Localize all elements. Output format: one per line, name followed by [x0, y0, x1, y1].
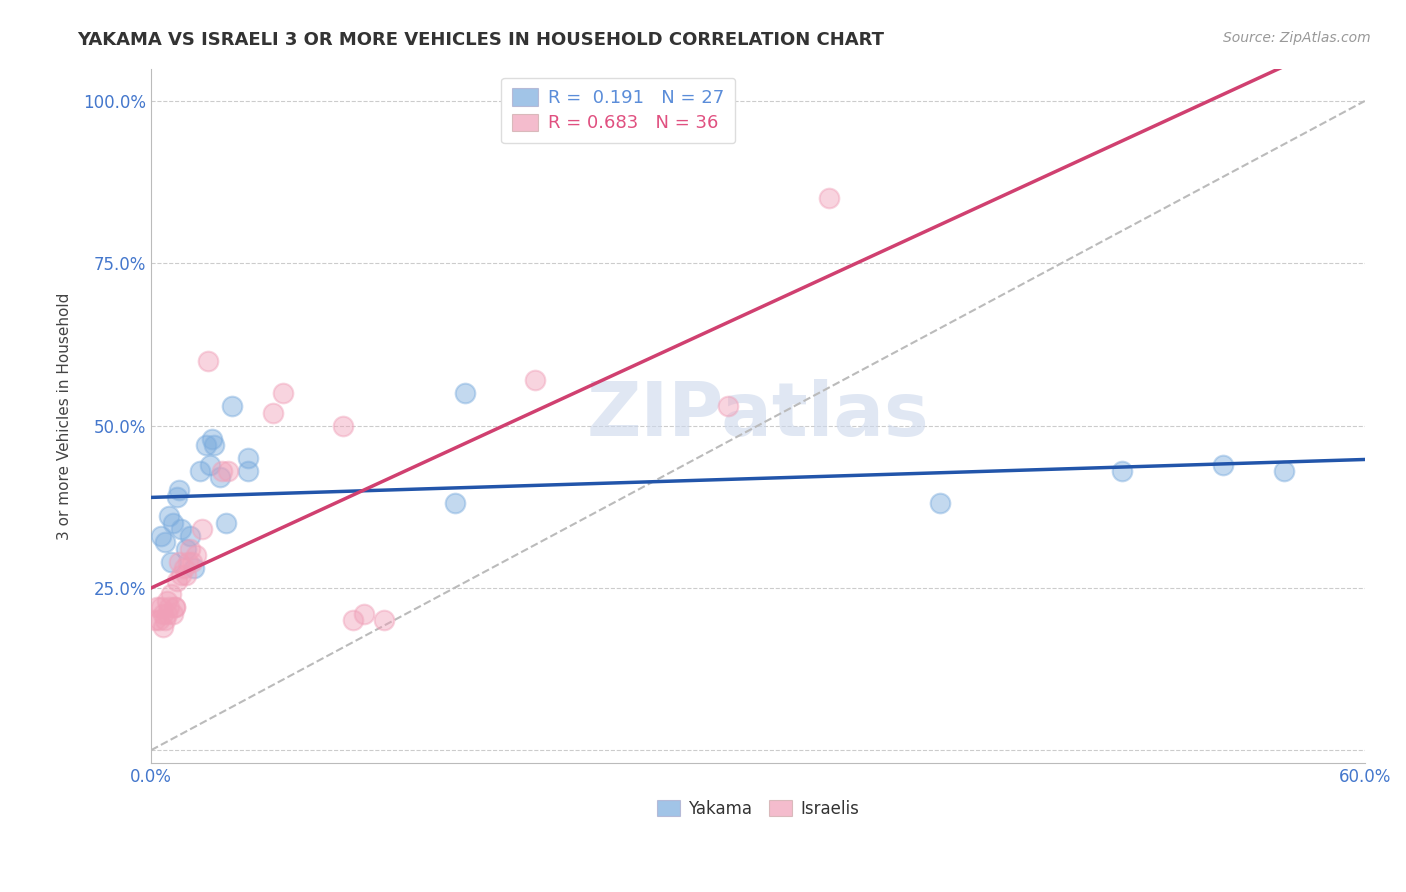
Point — [1212, 458, 1234, 472]
Point — [155, 613, 177, 627]
Point — [165, 600, 187, 615]
Point — [170, 567, 193, 582]
Y-axis label: 3 or more Vehicles in Household: 3 or more Vehicles in Household — [58, 293, 72, 540]
Point — [156, 607, 179, 621]
Point — [717, 399, 740, 413]
Point — [238, 450, 260, 465]
Point — [342, 613, 364, 627]
Point — [166, 574, 188, 589]
Point — [271, 386, 294, 401]
Point — [201, 432, 224, 446]
Point — [215, 516, 238, 530]
Point — [160, 587, 183, 601]
Point — [211, 464, 233, 478]
Point — [373, 613, 395, 627]
Point — [238, 464, 260, 478]
Point — [202, 438, 225, 452]
Point — [817, 191, 839, 205]
Point — [150, 529, 173, 543]
Point — [148, 613, 170, 627]
Point — [179, 529, 201, 543]
Point — [443, 496, 465, 510]
Point — [217, 464, 239, 478]
Point — [188, 464, 211, 478]
Point — [162, 516, 184, 530]
Point — [170, 523, 193, 537]
Point — [1272, 464, 1295, 478]
Point — [353, 607, 375, 621]
Point — [173, 561, 195, 575]
Point — [169, 483, 191, 498]
Text: YAKAMA VS ISRAELI 3 OR MORE VEHICLES IN HOUSEHOLD CORRELATION CHART: YAKAMA VS ISRAELI 3 OR MORE VEHICLES IN … — [77, 31, 884, 49]
Point — [174, 567, 197, 582]
Point — [157, 509, 180, 524]
Point — [332, 418, 354, 433]
Point — [157, 600, 180, 615]
Text: ZIPatlas: ZIPatlas — [586, 379, 929, 452]
Point — [146, 600, 169, 615]
Point — [198, 458, 221, 472]
Point — [156, 594, 179, 608]
Point — [183, 561, 205, 575]
Point — [190, 523, 212, 537]
Point — [152, 620, 174, 634]
Point — [160, 555, 183, 569]
Point — [929, 496, 952, 510]
Legend: Yakama, Israelis: Yakama, Israelis — [650, 793, 866, 824]
Point — [184, 549, 207, 563]
Point — [180, 555, 202, 569]
Point — [524, 373, 547, 387]
Point — [221, 399, 243, 413]
Point — [208, 470, 231, 484]
Point — [169, 555, 191, 569]
Point — [179, 541, 201, 556]
Point — [165, 600, 187, 615]
Point — [174, 541, 197, 556]
Point — [1111, 464, 1133, 478]
Point — [143, 613, 166, 627]
Point — [176, 555, 198, 569]
Point — [197, 353, 219, 368]
Point — [166, 490, 188, 504]
Point — [194, 438, 217, 452]
Text: Source: ZipAtlas.com: Source: ZipAtlas.com — [1223, 31, 1371, 45]
Point — [152, 607, 174, 621]
Point — [262, 406, 284, 420]
Point — [155, 535, 177, 549]
Point — [162, 607, 184, 621]
Point — [453, 386, 475, 401]
Point — [150, 600, 173, 615]
